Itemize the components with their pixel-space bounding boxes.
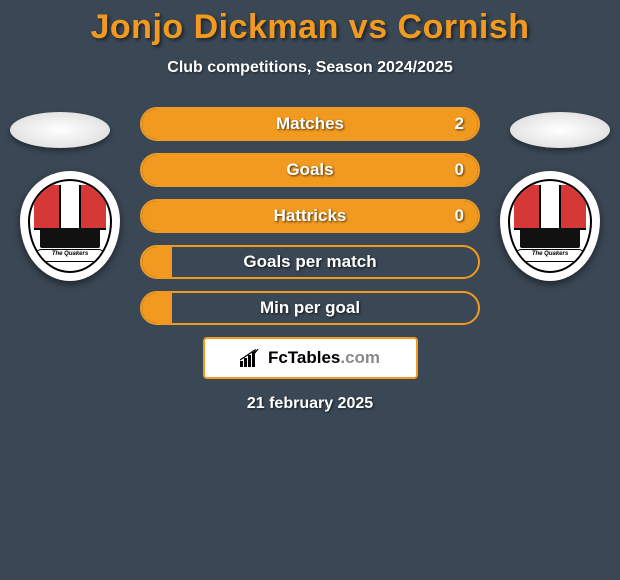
stat-value: 2 bbox=[455, 109, 464, 139]
crest-banner-left: The Quakers bbox=[35, 249, 105, 262]
stat-value: 0 bbox=[455, 155, 464, 185]
stat-value: 0 bbox=[455, 201, 464, 231]
comparison-panel: The Quakers The Quakers Matches2Goals0Ha… bbox=[0, 107, 620, 413]
logo-text-gray: .com bbox=[340, 348, 380, 367]
bar-chart-icon bbox=[240, 349, 262, 367]
crest-banner-right: The Quakers bbox=[515, 249, 585, 262]
stat-label: Hattricks bbox=[142, 201, 478, 231]
stat-label: Goals per match bbox=[142, 247, 478, 277]
page-title: Jonjo Dickman vs Cornish bbox=[0, 0, 620, 47]
player-photo-left bbox=[10, 112, 110, 148]
stat-row: Goals0 bbox=[140, 153, 480, 187]
stat-row: Goals per match bbox=[140, 245, 480, 279]
club-crest-left: The Quakers bbox=[20, 171, 120, 281]
subtitle: Club competitions, Season 2024/2025 bbox=[0, 59, 620, 77]
logo-text-dark: FcTables bbox=[268, 348, 340, 367]
club-crest-right: The Quakers bbox=[500, 171, 600, 281]
stat-label: Matches bbox=[142, 109, 478, 139]
stat-row: Min per goal bbox=[140, 291, 480, 325]
logo-text: FcTables.com bbox=[268, 348, 380, 368]
stat-label: Goals bbox=[142, 155, 478, 185]
fctables-logo: FcTables.com bbox=[203, 337, 418, 379]
stat-row: Matches2 bbox=[140, 107, 480, 141]
stat-bars: Matches2Goals0Hattricks0Goals per matchM… bbox=[140, 107, 480, 325]
player-photo-right bbox=[510, 112, 610, 148]
comparison-date: 21 february 2025 bbox=[0, 395, 620, 413]
stat-row: Hattricks0 bbox=[140, 199, 480, 233]
stat-label: Min per goal bbox=[142, 293, 478, 323]
